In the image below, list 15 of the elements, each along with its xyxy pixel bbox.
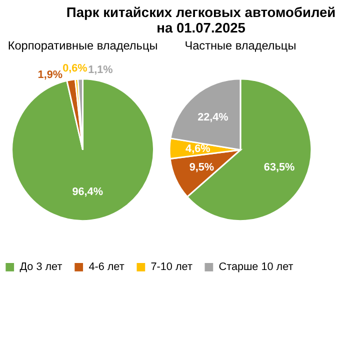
data-label: 1,1%	[88, 64, 114, 76]
legend-label: Старше 10 лет	[218, 261, 294, 274]
data-label: 1,9%	[38, 68, 63, 81]
data-label: 4,6%	[186, 143, 211, 156]
data-label: 96,4%	[72, 186, 104, 198]
legend-label: До 3 лет	[20, 261, 62, 274]
data-label: 9,5%	[189, 161, 214, 174]
data-label: 63,5%	[264, 161, 295, 174]
slice-label: Частные владельцы	[184, 38, 296, 52]
legend-label: 7-10 лет	[150, 261, 192, 274]
data-label: 0,6%	[62, 62, 88, 74]
slice-label: Корпоративные владельцы	[8, 38, 158, 52]
chart-title: Парк китайских легковых автомобилей на 01.07.2025	[66, 4, 336, 36]
legend-label: 4-6 лет	[88, 261, 124, 274]
data-label: 22,4%	[198, 111, 229, 124]
